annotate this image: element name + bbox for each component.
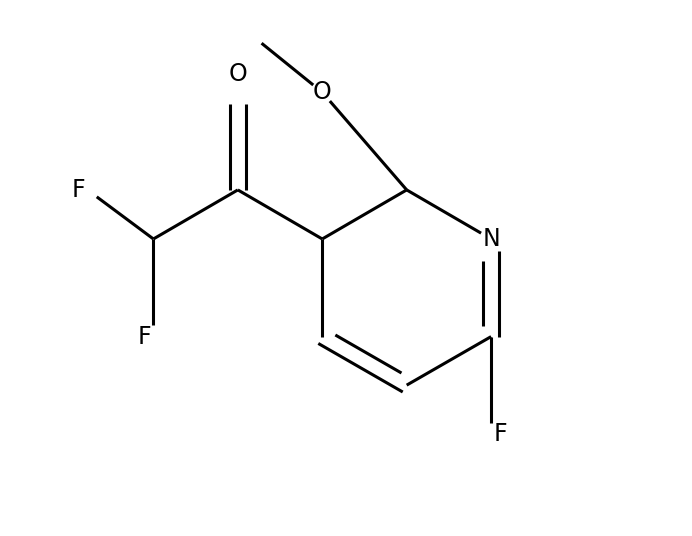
Text: F: F [494, 422, 507, 446]
Text: F: F [71, 178, 85, 202]
Text: N: N [482, 227, 500, 251]
Text: F: F [137, 325, 151, 348]
Text: O: O [313, 80, 331, 105]
Text: O: O [228, 62, 247, 86]
